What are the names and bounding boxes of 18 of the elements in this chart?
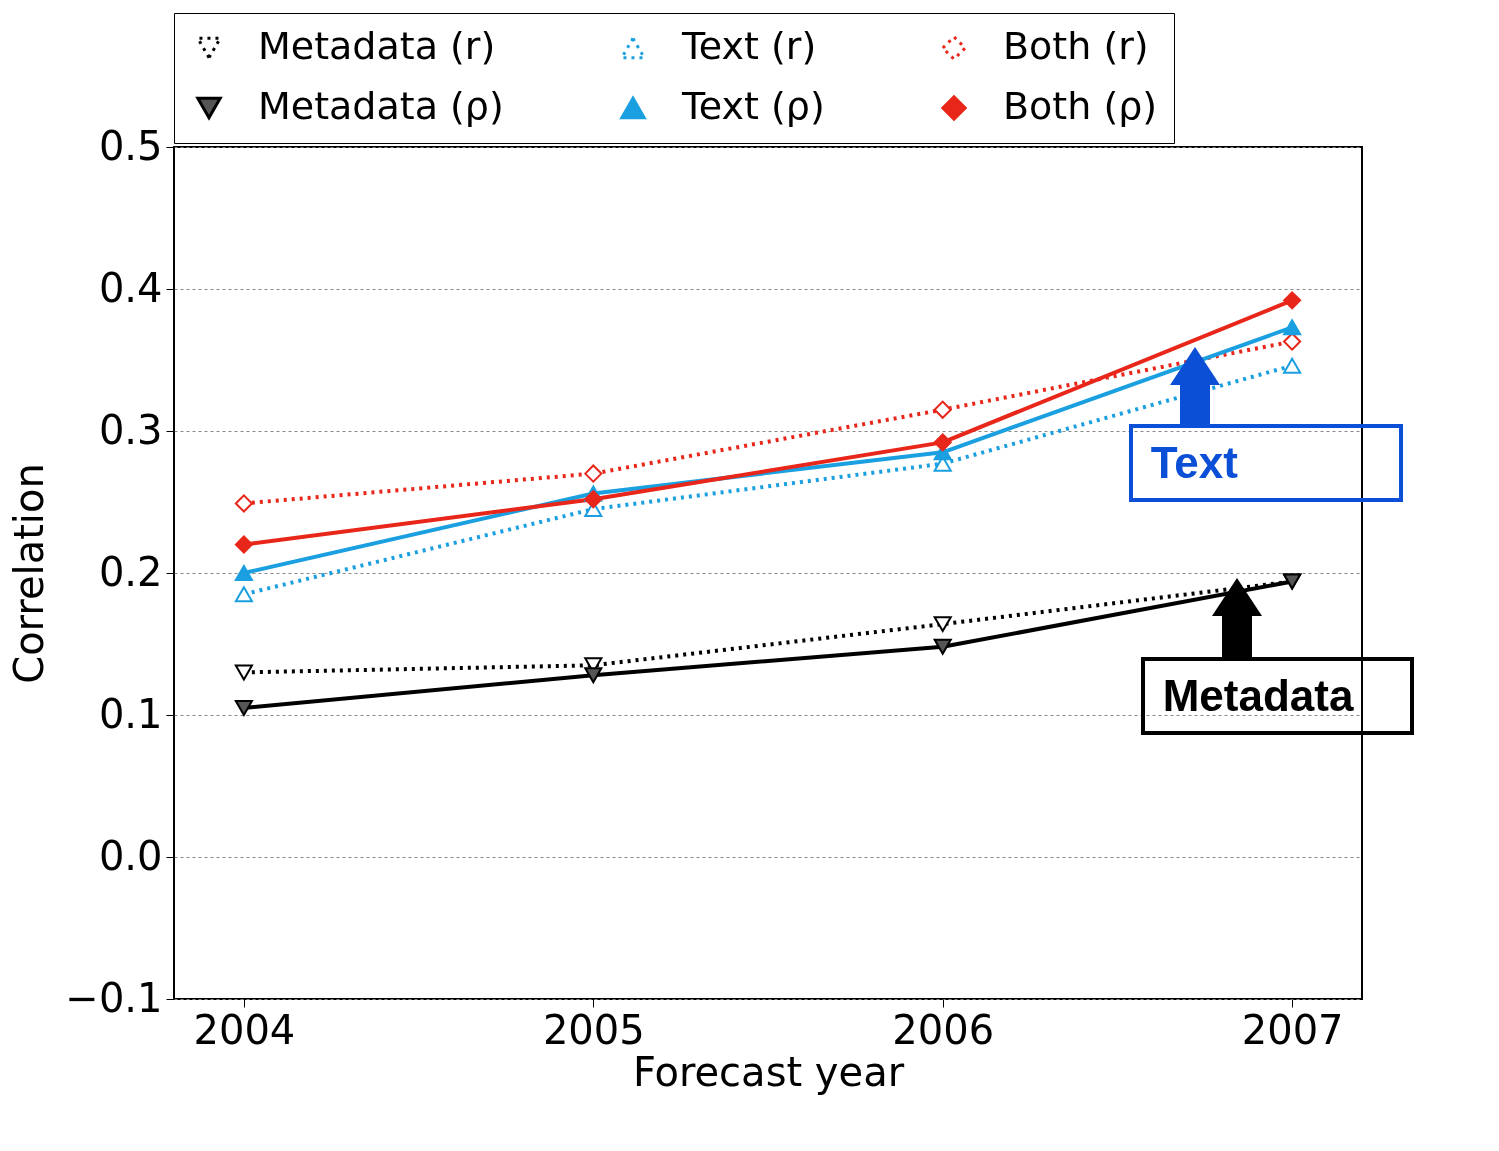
y-tick-label: 0.4 — [98, 264, 163, 311]
annotation: Text — [1128, 423, 1403, 502]
y-tick-label: 0.5 — [98, 122, 163, 169]
x-tick-label: 2007 — [1241, 1006, 1344, 1053]
annotation: Metadata — [1140, 657, 1414, 736]
legend-label: Both (r) — [1003, 24, 1149, 68]
y-tick-label: 0.1 — [98, 690, 163, 737]
x-tick-label: 2004 — [193, 1006, 296, 1053]
legend-label: Metadata (r) — [258, 24, 496, 68]
legend-label: Text (ρ) — [681, 84, 825, 128]
y-tick-label: 0.2 — [98, 548, 163, 595]
y-tick-label: 0.3 — [98, 406, 163, 453]
legend-label: Text (r) — [681, 24, 817, 68]
y-tick-label: 0.0 — [98, 832, 163, 879]
y-tick-label: −0.1 — [65, 974, 163, 1021]
legend-label: Metadata (ρ) — [258, 84, 504, 128]
y-axis-title: Correlation — [6, 463, 53, 684]
legend-label: Both (ρ) — [1003, 84, 1158, 128]
